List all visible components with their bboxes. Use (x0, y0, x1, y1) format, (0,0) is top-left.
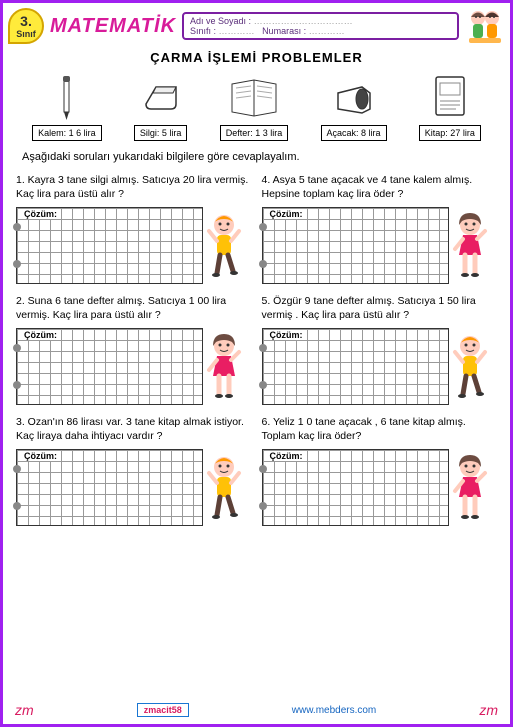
answer-grid-1[interactable]: Çözüm: (16, 207, 203, 284)
question-4: 4. Asya 5 tane açacak ve 4 tane kalem al… (262, 173, 498, 203)
sharpener-label: Açacak: 8 lira (321, 125, 387, 141)
notebook-label: Defter: 1 3 lira (220, 125, 289, 141)
pen-icon (58, 72, 76, 122)
items-row: Kalem: 1 6 lira Silgi: 5 lira Defter: 1 … (16, 73, 497, 141)
answer-grid-2[interactable]: Çözüm: (16, 328, 203, 405)
eraser-label: Silgi: 5 lira (134, 125, 188, 141)
question-2: 2. Suna 6 tane defter almış. Satıcıya 1 … (16, 294, 252, 324)
answer-grid-6[interactable]: Çözüm: (262, 449, 449, 526)
question-6: 6. Yeliz 1 0 tane açacak , 6 tane kitap … (262, 415, 498, 445)
item-notebook: Defter: 1 3 lira (220, 73, 289, 141)
name-blank[interactable]: …………………………… (254, 16, 353, 26)
class-label: Sınıfı : (190, 26, 216, 36)
book-label: Kitap: 27 lira (419, 125, 481, 141)
answer-grid-3[interactable]: Çözüm: (16, 449, 203, 526)
problem-1: 1. Kayra 3 tane silgi almış. Satıcıya 20… (16, 173, 252, 284)
question-3: 3. Ozan'ın 86 lirası var. 3 tane kitap a… (16, 415, 252, 445)
worksheet-page: 3. Sınıf MATEMATİK Adı ve Soyadı : ……………… (0, 0, 513, 727)
solution-label: Çözüm: (268, 330, 305, 340)
problem-2: 2. Suna 6 tane defter almış. Satıcıya 1 … (16, 294, 252, 405)
solution-label: Çözüm: (22, 451, 59, 461)
item-pen: Kalem: 1 6 lira (32, 73, 102, 141)
worksheet-title: ÇARMA İŞLEMİ PROBLEMLER (8, 50, 505, 65)
child-icon (451, 332, 489, 402)
notebook-icon (224, 76, 284, 118)
footer-badge: zmacit58 (137, 703, 189, 717)
question-1: 1. Kayra 3 tane silgi almış. Satıcıya 20… (16, 173, 252, 203)
eraser-icon (141, 79, 181, 115)
footer-logo-left: zm (15, 702, 34, 718)
child-icon (451, 211, 489, 281)
child-icon (205, 211, 243, 281)
problem-5: 5. Özgür 9 tane defter almış. Satıcıya 1… (262, 294, 498, 405)
instruction-text: Aşağıdaki soruları yukarıdaki bilgilere … (22, 151, 491, 163)
pen-label: Kalem: 1 6 lira (32, 125, 102, 141)
question-5: 5. Özgür 9 tane defter almış. Satıcıya 1… (262, 294, 498, 324)
grade-label: Sınıf (16, 29, 36, 39)
problem-3: 3. Ozan'ın 86 lirası var. 3 tane kitap a… (16, 415, 252, 526)
class-blank[interactable]: ………… (219, 26, 255, 36)
solution-label: Çözüm: (268, 451, 305, 461)
answer-grid-4[interactable]: Çözüm: (262, 207, 449, 284)
child-icon (205, 453, 243, 523)
answer-grid-5[interactable]: Çözüm: (262, 328, 449, 405)
problem-4: 4. Asya 5 tane açacak ve 4 tane kalem al… (262, 173, 498, 284)
child-icon (451, 453, 489, 523)
left-column: 1. Kayra 3 tane silgi almış. Satıcıya 20… (16, 173, 252, 532)
student-info-box: Adı ve Soyadı : …………………………… Sınıfı : ………… (182, 12, 459, 40)
solution-label: Çözüm: (22, 330, 59, 340)
number-label: Numarası : (262, 26, 306, 36)
footer-logo-right: zm (479, 702, 498, 718)
name-label: Adı ve Soyadı : (190, 16, 251, 26)
children-icon (465, 8, 505, 44)
sharpener-icon (332, 79, 376, 115)
problems-container: 1. Kayra 3 tane silgi almış. Satıcıya 20… (8, 173, 505, 532)
item-sharpener: Açacak: 8 lira (321, 73, 387, 141)
header: 3. Sınıf MATEMATİK Adı ve Soyadı : ……………… (8, 8, 505, 44)
problem-6: 6. Yeliz 1 0 tane açacak , 6 tane kitap … (262, 415, 498, 526)
solution-label: Çözüm: (268, 209, 305, 219)
book-icon (430, 73, 470, 121)
number-blank[interactable]: ………… (309, 26, 345, 36)
grade-badge: 3. Sınıf (8, 8, 44, 44)
right-column: 4. Asya 5 tane açacak ve 4 tane kalem al… (262, 173, 498, 532)
subject-title: MATEMATİK (50, 15, 176, 38)
item-book: Kitap: 27 lira (419, 73, 481, 141)
footer: zm zmacit58 www.mebders.com zm (3, 702, 510, 718)
footer-url: www.mebders.com (292, 705, 376, 716)
child-icon (205, 332, 243, 402)
grade-number: 3. (20, 13, 32, 29)
solution-label: Çözüm: (22, 209, 59, 219)
item-eraser: Silgi: 5 lira (134, 73, 188, 141)
